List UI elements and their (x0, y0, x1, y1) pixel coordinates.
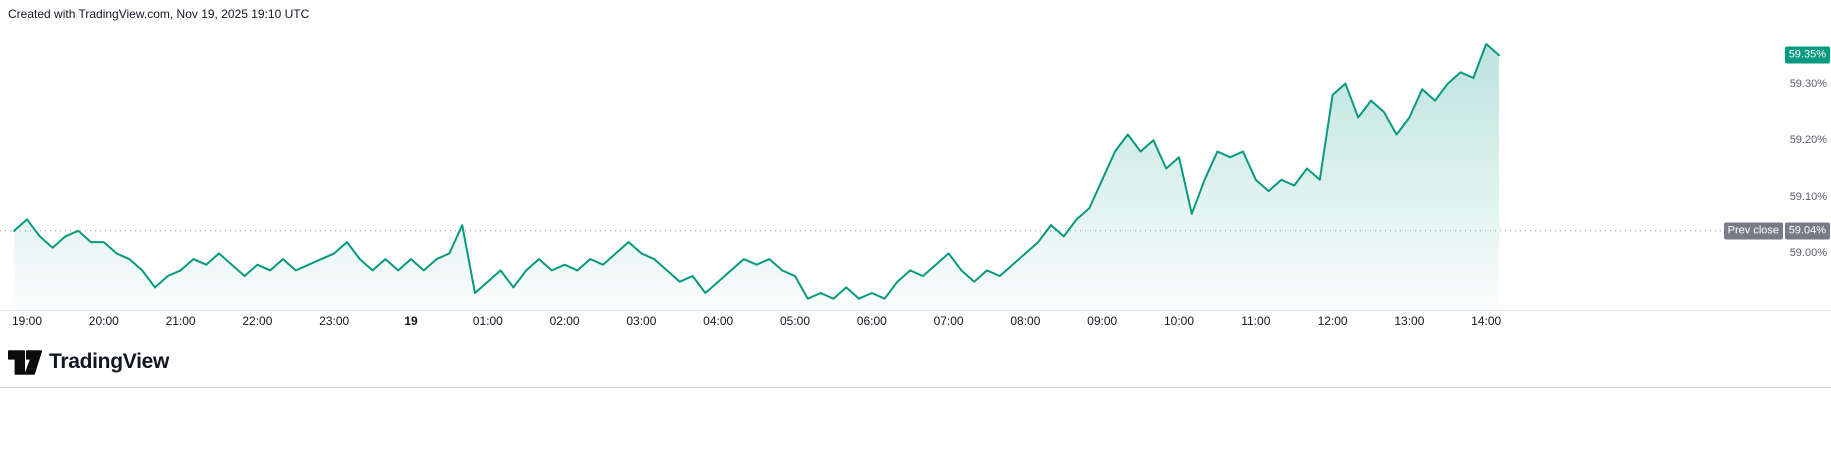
current-price-badge: 59.35% (1784, 46, 1830, 64)
price-tick-label: 59.30% (1789, 77, 1827, 90)
time-label: 08:00 (1010, 314, 1041, 328)
time-label: 01:00 (472, 314, 503, 328)
line-path (13, 43, 1500, 300)
time-label: 09:00 (1087, 314, 1118, 328)
time-scale[interactable]: 19:00 20:00 21:00 22:00 23:00 19 01:00 02:00 03:… (0, 0, 1787, 335)
time-label: 12:00 (1317, 314, 1348, 328)
time-label: 11:00 (1241, 314, 1271, 328)
time-label: 10:00 (1163, 314, 1195, 328)
time-label: 19 (404, 314, 418, 328)
time-label: 22:00 (242, 314, 273, 328)
price-scale[interactable]: 59.35% 59.04% 59.30% 59.20% 59.10% 59.00% (1784, 0, 1831, 335)
footer-divider (0, 387, 1831, 388)
tradingview-logo-icon (8, 349, 42, 375)
prev-close-price-badge: 59.04% (1784, 222, 1830, 240)
time-label: 20:00 (88, 314, 119, 328)
time-label: 21:00 (165, 314, 196, 328)
time-label: 02:00 (549, 314, 580, 328)
time-label: 05:00 (779, 314, 811, 328)
time-label: 04:00 (703, 314, 734, 328)
brand-wordmark: TradingView (49, 350, 170, 373)
chart-canvas (0, 43, 1787, 310)
time-label: 19:00 (11, 314, 43, 328)
area-path (14, 44, 1500, 310)
time-label: 23:00 (319, 314, 350, 328)
time-label: 03:00 (626, 314, 657, 328)
tradingview-logo-link[interactable]: TradingView (8, 345, 169, 379)
price-chart[interactable] (0, 10, 1787, 310)
prev-close-badge: Prev close (1723, 222, 1783, 240)
time-axis-line (0, 310, 1831, 311)
price-tick-label: 59.20% (1789, 134, 1827, 147)
time-label: 13:00 (1394, 314, 1425, 328)
time-label: 14:00 (1471, 314, 1502, 328)
time-label: 07:00 (933, 314, 964, 328)
attribution-text: Created with TradingView.com, Nov 19, 20… (8, 7, 310, 21)
price-tick-label: 59.10% (1789, 190, 1827, 203)
price-tick-label: 59.00% (1789, 247, 1827, 260)
time-label: 06:00 (856, 314, 887, 328)
